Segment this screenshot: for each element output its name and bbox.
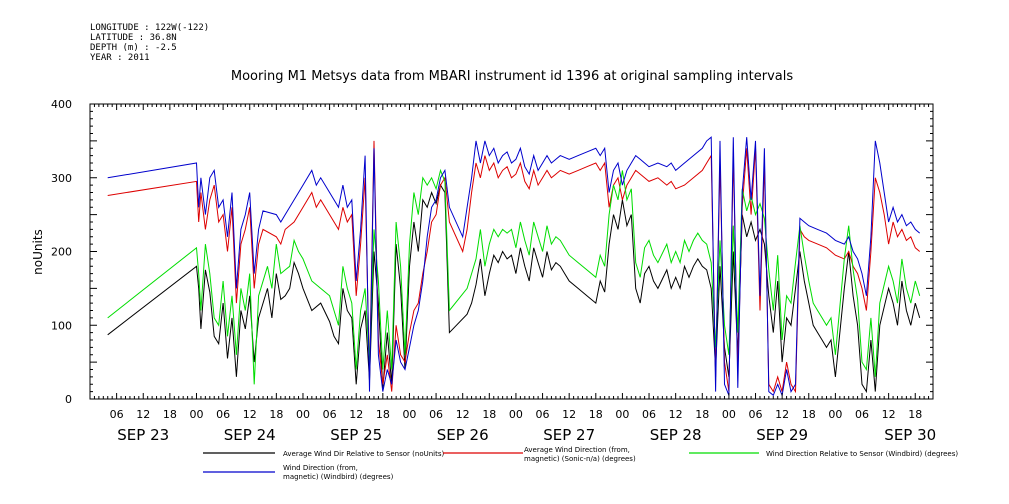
x-hour-label: 12 — [882, 408, 896, 421]
series-line-3 — [107, 136, 921, 398]
x-hour-label: 00 — [296, 408, 310, 421]
x-hour-label: 18 — [482, 408, 496, 421]
x-hour-label: 00 — [509, 408, 523, 421]
plot-lines — [107, 136, 921, 398]
x-hour-label: 00 — [828, 408, 842, 421]
legend-label-3: magnetic) (Windbird) (degrees) — [283, 473, 394, 481]
meta-latitude: LATITUDE : 36.8N — [90, 33, 177, 43]
x-hour-label: 18 — [589, 408, 603, 421]
legend: Average Wind Dir Relative to Sensor (noU… — [203, 446, 958, 481]
x-hour-label: 18 — [908, 408, 922, 421]
x-hour-label: 12 — [136, 408, 150, 421]
x-hour-label: 12 — [243, 408, 257, 421]
legend-label-1: magnetic) (Sonic-n/a) (degrees) — [524, 455, 636, 463]
x-day-label: SEP 23 — [117, 426, 169, 444]
x-hour-label: 18 — [269, 408, 283, 421]
axis-ticks — [90, 104, 933, 399]
x-day-label: SEP 26 — [437, 426, 489, 444]
legend-label-3: Wind Direction (from, — [283, 464, 358, 472]
x-hour-label: 06 — [642, 408, 656, 421]
legend-label-0: Average Wind Dir Relative to Sensor (noU… — [283, 450, 444, 458]
x-hour-label: 06 — [323, 408, 337, 421]
chart-title: Mooring M1 Metsys data from MBARI instru… — [231, 69, 793, 84]
y-tick-label: 400 — [51, 98, 72, 111]
y-tick-label: 100 — [51, 319, 72, 332]
x-day-label: SEP 27 — [543, 426, 595, 444]
y-tick-label: 300 — [51, 172, 72, 185]
x-hour-label: 12 — [349, 408, 363, 421]
x-hour-label: 06 — [429, 408, 443, 421]
x-hour-label: 06 — [749, 408, 763, 421]
x-hour-label: 18 — [163, 408, 177, 421]
legend-label-2: Wind Direction Relative to Sensor (Windb… — [766, 450, 958, 458]
x-hour-label: 06 — [536, 408, 550, 421]
x-day-label: SEP 24 — [224, 426, 276, 444]
x-hour-label: 12 — [775, 408, 789, 421]
x-hour-label: 06 — [216, 408, 230, 421]
x-day-label: SEP 29 — [756, 426, 808, 444]
y-axis-label: noUnits — [31, 229, 45, 275]
x-hour-label: 12 — [456, 408, 470, 421]
series-line-2 — [107, 168, 921, 385]
x-hour-label: 12 — [669, 408, 683, 421]
meta-year: YEAR : 2011 — [90, 53, 150, 63]
y-tick-label: 200 — [51, 246, 72, 259]
plot-frame — [89, 103, 934, 400]
x-day-label: SEP 25 — [330, 426, 382, 444]
meta-longitude: LONGITUDE : 122W(-122) — [90, 23, 209, 33]
x-hour-label: 06 — [110, 408, 124, 421]
x-hour-label: 18 — [376, 408, 390, 421]
x-day-labels: SEP 23 SEP 24 SEP 25 SEP 26 SEP 27 SEP 28 SEP … — [117, 426, 936, 444]
x-hour-label: 18 — [802, 408, 816, 421]
x-hour-label: 18 — [695, 408, 709, 421]
x-day-label: SEP 30 — [884, 426, 936, 444]
x-hour-label: 00 — [189, 408, 203, 421]
x-day-label: SEP 28 — [650, 426, 702, 444]
y-tick-label: 0 — [65, 393, 72, 406]
y-tick-labels: 0 100 200 300 400 — [51, 98, 72, 406]
meta-depth: DEPTH (m) : -2.5 — [90, 43, 177, 53]
x-hour-label: 12 — [562, 408, 576, 421]
x-hour-label: 00 — [402, 408, 416, 421]
x-hour-label: 06 — [855, 408, 869, 421]
legend-label-1: Average Wind Direction (from, — [524, 446, 630, 454]
x-hour-label: 00 — [615, 408, 629, 421]
x-hour-label: 00 — [722, 408, 736, 421]
x-hour-labels: 06 12 18 00 06 12 18 00 06 12 18 00 06 12 18 00 06 12 18 00… — [110, 408, 923, 421]
